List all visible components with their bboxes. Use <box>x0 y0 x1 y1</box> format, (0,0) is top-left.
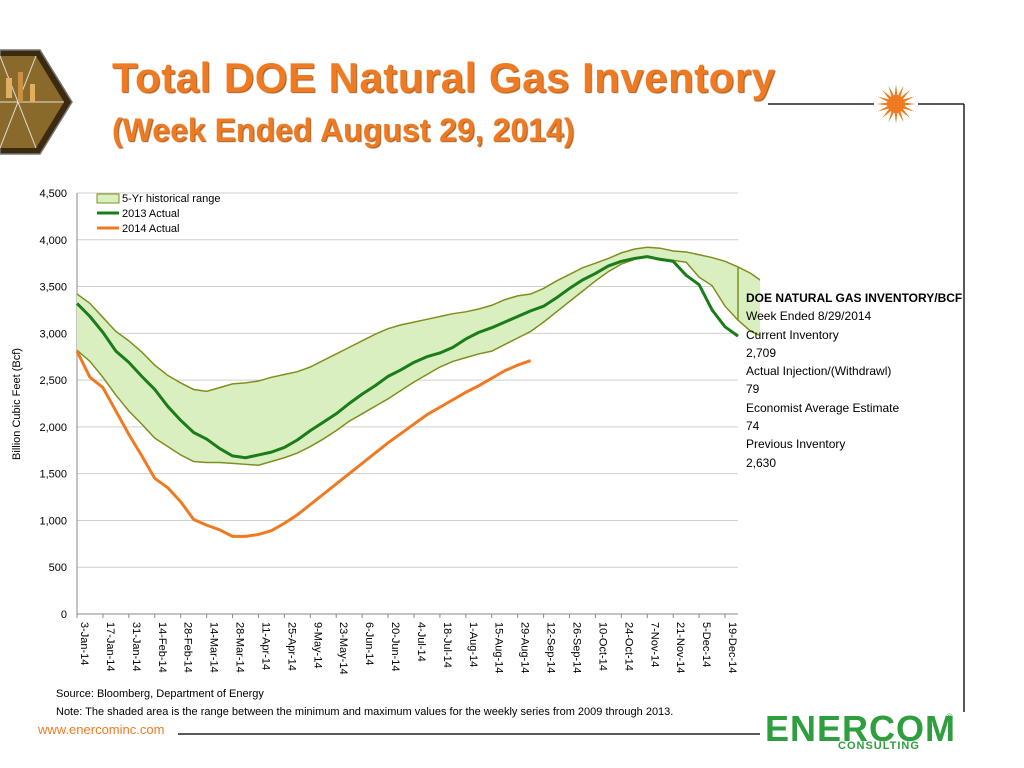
page-subtitle: (Week Ended August 29, 2014) <box>112 112 575 148</box>
info-heading: DOE NATURAL GAS INVENTORY/BCF <box>746 291 963 305</box>
x-tick-label: 29-Aug-14 <box>519 622 531 673</box>
sun-icon <box>876 84 916 124</box>
x-tick-label: 21-Nov-14 <box>674 622 686 673</box>
x-tick-label: 28-Mar-14 <box>234 622 246 673</box>
info-current-value: 2,709 <box>746 345 777 360</box>
info-previous-label: Previous Inventory <box>746 437 846 452</box>
y-tick-label: 0 <box>61 609 67 621</box>
x-tick-label: 17-Jan-14 <box>104 622 116 672</box>
series-line-2013-actual <box>75 255 739 460</box>
y-tick-label: 3,000 <box>39 328 67 340</box>
x-tick-label: 31-Jan-14 <box>130 622 142 672</box>
x-tick-label: 25-Apr-14 <box>285 622 297 671</box>
inventory-chart: 0 500 1,000 1,500 2,000 2,500 3,000 3,500 4,000 4… <box>39 188 760 675</box>
x-tick-label: 15-Aug-14 <box>493 622 505 673</box>
legend-label-2014: 2014 Actual <box>122 223 180 235</box>
x-tick-label: 9-May-14 <box>311 622 323 668</box>
series-line-2014-actual <box>75 350 532 538</box>
x-tick-label: 4-Jul-14 <box>415 622 427 662</box>
x-tick-label: 23-May-14 <box>337 622 349 675</box>
legend-swatch-range <box>96 193 120 204</box>
info-injection-label: Actual Injection/(Withdrawl) <box>746 364 892 379</box>
x-tick-label: 14-Feb-14 <box>156 622 168 673</box>
frame-lines <box>178 103 965 735</box>
x-tick-label: 1-Aug-14 <box>467 622 479 667</box>
x-tick-label: 7-Nov-14 <box>648 622 660 667</box>
y-tick-label: 1,500 <box>39 469 67 481</box>
x-tick-label: 12-Sep-14 <box>545 622 557 673</box>
y-tick-label: 500 <box>49 562 67 574</box>
x-tick-label: 3-Jan-14 <box>78 622 90 665</box>
x-tick-label: 14-Mar-14 <box>208 622 220 673</box>
range-max-line <box>76 246 760 393</box>
x-tick-label: 18-Jul-14 <box>441 622 453 668</box>
enercom-logo: ENERCOM <box>765 708 957 749</box>
page-title: Total DOE Natural Gas Inventory <box>112 54 776 101</box>
shading-note: Note: The shaded area is the range betwe… <box>56 706 674 718</box>
info-estimate-value: 74 <box>746 419 760 434</box>
legend-label-range: 5-Yr historical range <box>122 193 221 205</box>
y-tick-label: 4,500 <box>39 188 67 200</box>
x-tick-label: 20-Jun-14 <box>389 622 401 672</box>
header-hexagon-graphic <box>0 49 73 155</box>
y-tick-label: 2,500 <box>39 375 67 387</box>
y-tick-label: 4,000 <box>39 235 67 247</box>
legend-label-2013: 2013 Actual <box>122 208 180 220</box>
registered-mark: ® <box>946 712 953 722</box>
enercom-logo-subtitle: CONSULTING <box>838 740 920 752</box>
x-tick-label: 6-Jun-14 <box>363 622 375 665</box>
source-note: Source: Bloomberg, Department of Energy <box>56 688 264 700</box>
x-tick-label: 19-Dec-14 <box>726 622 738 673</box>
y-tick-label: 2,000 <box>39 422 67 434</box>
info-injection-value: 79 <box>746 382 760 397</box>
info-estimate-label: Economist Average Estimate <box>746 400 900 415</box>
x-tick-label: 28-Feb-14 <box>182 622 194 673</box>
x-tick-label: 5-Dec-14 <box>700 622 712 667</box>
x-tick-label: 10-Oct-14 <box>596 622 608 671</box>
inventory-info-panel: DOE NATURAL GAS INVENTORY/BCF Week Ended… <box>746 289 962 472</box>
info-week-ended: Week Ended 8/29/2014 <box>746 309 872 324</box>
y-axis-label: Billion Cubic Feet (Bcf) <box>11 348 23 460</box>
website-link[interactable]: www.enercominc.com <box>38 722 165 737</box>
range-band <box>77 247 760 466</box>
x-tick-label: 26-Sep-14 <box>571 622 583 673</box>
y-tick-label: 3,500 <box>39 282 67 294</box>
chart-legend-swatches <box>96 193 120 230</box>
info-previous-value: 2,630 <box>746 455 777 470</box>
x-tick-label: 11-Apr-14 <box>259 622 271 670</box>
y-tick-label: 1,000 <box>39 515 67 527</box>
x-tick-label: 24-Oct-14 <box>622 622 634 671</box>
info-current-label: Current Inventory <box>746 327 839 342</box>
